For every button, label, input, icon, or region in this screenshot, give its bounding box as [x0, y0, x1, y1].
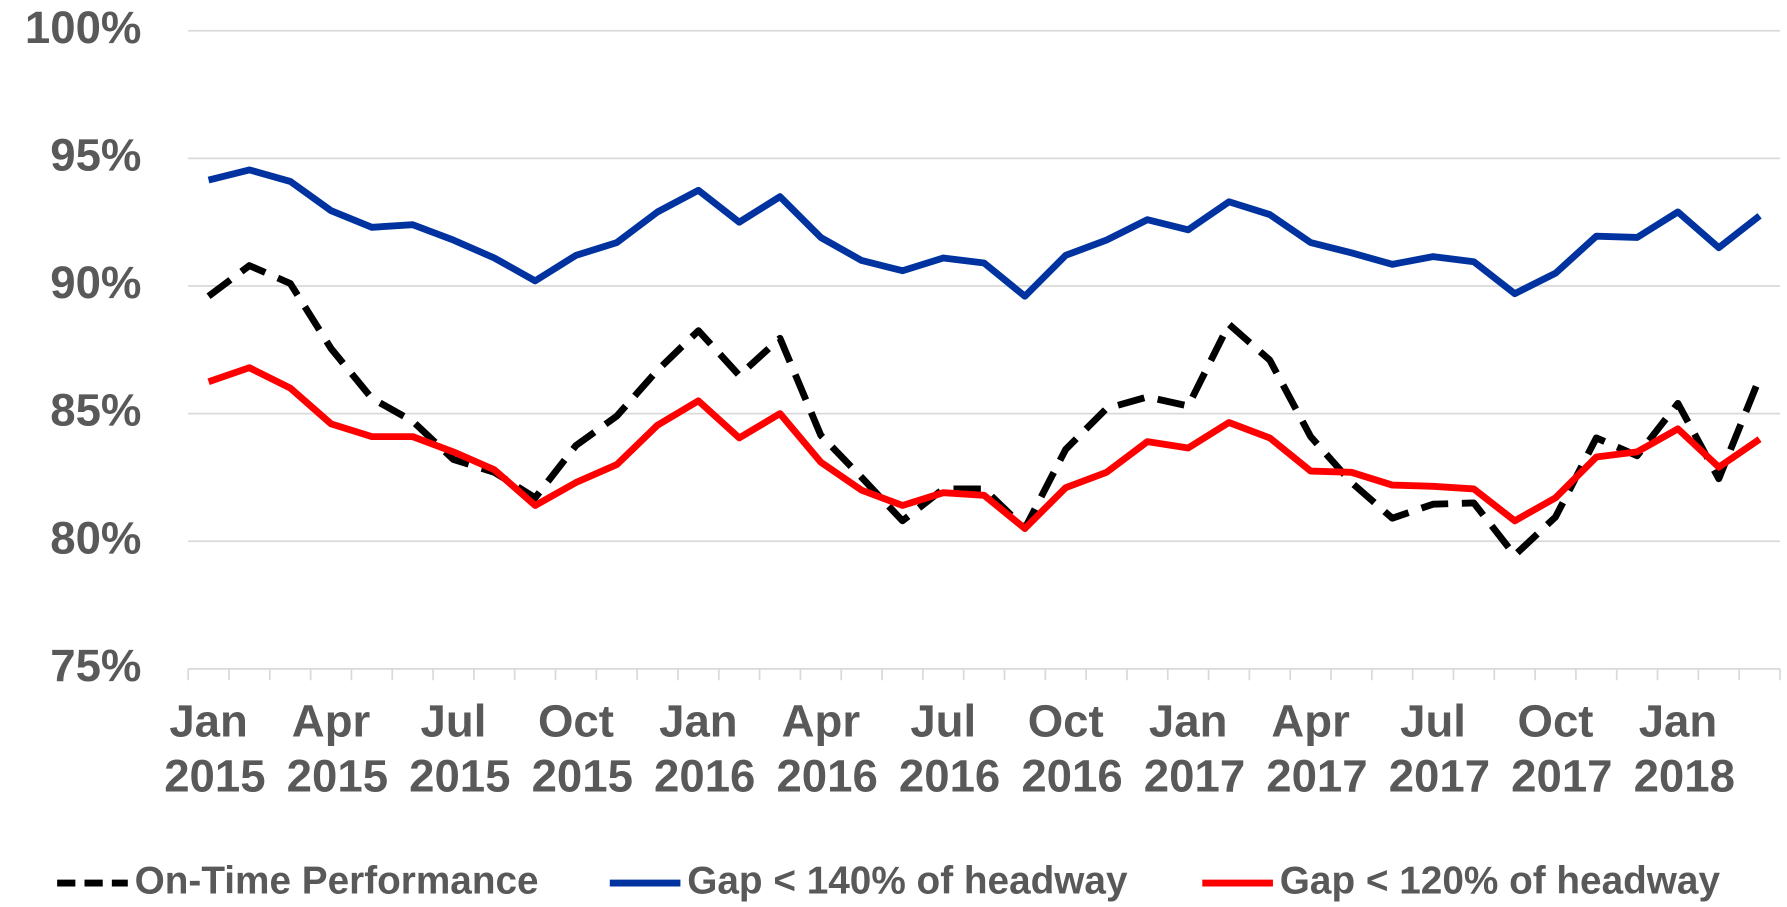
x-tick-label: Apr 2015	[274, 696, 388, 802]
x-tick-label: Oct 2015	[519, 696, 633, 802]
x-tick-label: Jan 2016	[641, 696, 755, 802]
y-tick-label: 90%	[50, 257, 141, 308]
series-line	[206, 262, 1763, 559]
legend-label: Gap < 120% of headway	[1280, 859, 1721, 902]
legend-label: On-Time Performance	[135, 859, 539, 902]
x-tick-label: Jan 2018	[1621, 696, 1735, 802]
y-tick-label: 100%	[25, 2, 142, 53]
legend-label: Gap < 140% of headway	[687, 859, 1128, 902]
x-tick-label: Jul 2017	[1376, 696, 1490, 802]
x-tick-label: Jan 2017	[1131, 696, 1245, 802]
series-line	[207, 166, 1762, 300]
series-line	[207, 364, 1762, 532]
x-tick-label: Oct 2016	[1009, 696, 1123, 802]
x-tick-label: Apr 2017	[1254, 696, 1368, 802]
x-tick-label: Jul 2015	[396, 696, 510, 802]
y-tick-label: 75%	[50, 640, 141, 691]
y-tick-label: 95%	[50, 129, 141, 180]
x-tick-label: Jul 2016	[886, 696, 1000, 802]
y-tick-label: 80%	[50, 512, 141, 563]
x-tick-label: Oct 2017	[1498, 696, 1612, 802]
y-tick-label: 85%	[50, 385, 141, 436]
x-tick-label: Jan 2015	[152, 696, 266, 802]
x-tick-label: Apr 2016	[764, 696, 878, 802]
